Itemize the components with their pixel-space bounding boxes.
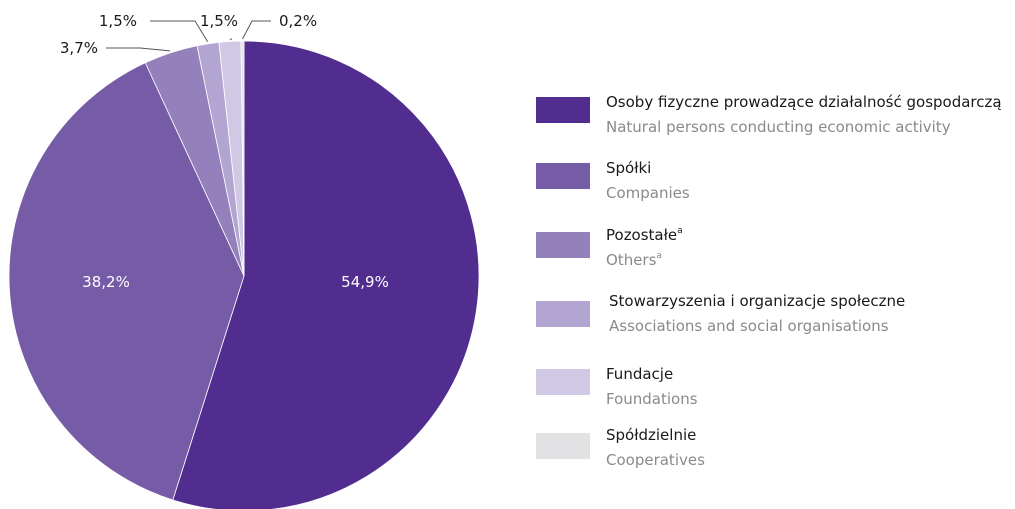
legend-swatch [536, 369, 590, 395]
legend-item-others: Pozostałea Othersa [536, 226, 1015, 276]
legend: Osoby fizyczne prowadzące działalność go… [536, 0, 1015, 509]
pie-slice-5 [240, 40, 245, 277]
legend-swatch [536, 97, 590, 123]
legend-label-pl: Osoby fizyczne prowadzące działalność go… [606, 93, 1002, 111]
legend-label-pl: Spółki [606, 159, 652, 177]
leader-line-3 [150, 20, 209, 43]
legend-label-pl-text: Pozostałe [606, 226, 678, 244]
value-label-4: 1,5% [200, 12, 238, 30]
pie-slice-1 [8, 62, 245, 501]
legend-label-pl: Spółdzielnie [606, 426, 697, 444]
legend-label-en: Associations and social organisations [609, 317, 889, 335]
leader-line-2 [106, 47, 171, 52]
value-label-1: 38,2% [82, 273, 130, 291]
legend-label-en: Companies [606, 184, 690, 202]
legend-item-cooperatives: Spółdzielnie Cooperatives [536, 426, 1015, 476]
legend-label-pl: Fundacje [606, 365, 674, 383]
value-label-5: 0,2% [279, 12, 317, 30]
legend-label-pl: Pozostałea [606, 226, 683, 244]
pie-slice-0 [172, 40, 480, 509]
pie-slices [8, 40, 480, 509]
legend-swatch [536, 301, 590, 327]
legend-label-en: Cooperatives [606, 451, 705, 469]
value-labels: 54,9%38,2%3,7%1,5% 1,5% 0,2% [60, 12, 389, 291]
footnote-marker: a [677, 226, 683, 236]
legend-item-natural-persons: Osoby fizyczne prowadzące działalność go… [536, 93, 1015, 143]
leader-lines [106, 20, 271, 52]
legend-item-associations: Stowarzyszenia i organizacje społeczne A… [536, 292, 1015, 342]
legend-label-en: Othersa [606, 251, 662, 269]
legend-swatch [536, 232, 590, 258]
legend-label-en: Foundations [606, 390, 698, 408]
legend-swatch [536, 163, 590, 189]
legend-label-en-text: Others [606, 251, 657, 269]
legend-item-foundations: Fundacje Foundations [536, 365, 1015, 415]
legend-item-companies: Spółki Companies [536, 159, 1015, 209]
leader-line-5 [242, 20, 271, 40]
legend-label-en: Natural persons conducting economic acti… [606, 118, 951, 136]
legend-swatch [536, 433, 590, 459]
legend-label-pl: Stowarzyszenia i organizacje społeczne [609, 292, 906, 310]
value-label-3: 1,5% [99, 12, 137, 30]
value-label-2: 3,7% [60, 39, 98, 57]
footnote-marker: a [656, 251, 662, 261]
value-label-0: 54,9% [341, 273, 389, 291]
pie-chart: 54,9%38,2%3,7%1,5% 1,5% 0,2% [8, 12, 480, 509]
